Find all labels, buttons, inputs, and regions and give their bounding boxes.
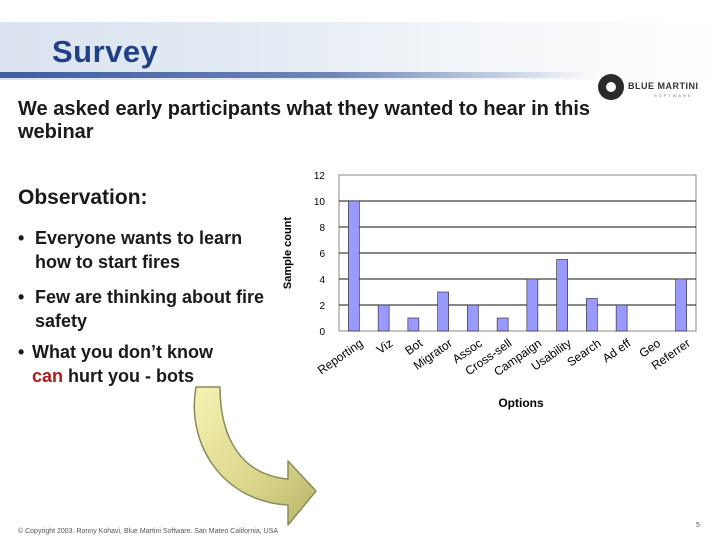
x-axis-title: Options — [498, 396, 544, 410]
bars — [348, 200, 687, 332]
bar — [586, 298, 598, 332]
observation-bullet: • What you don’t know can hurt you - bots — [18, 340, 278, 388]
y-tick-label: 12 — [314, 171, 326, 182]
bullet-text: Few are thinking about fire safety — [35, 287, 265, 331]
y-tick-label: 6 — [319, 249, 325, 260]
bar — [615, 304, 628, 332]
observation-bullet: • Few are thinking about fire safety — [18, 285, 280, 333]
bar — [377, 304, 390, 332]
bar — [675, 278, 687, 332]
bar — [556, 259, 568, 332]
bar — [437, 291, 449, 332]
x-tick-label: Reporting — [315, 336, 366, 377]
y-tick-label: 0 — [319, 327, 325, 338]
bullet3-suffix: hurt you - bots — [68, 366, 195, 386]
bar — [526, 278, 539, 332]
page-number: 5 — [696, 522, 700, 529]
logo-mark-icon — [598, 74, 624, 100]
slide-subtitle: We asked early participants what they wa… — [18, 98, 591, 143]
x-tick-label: Search — [564, 336, 603, 369]
curved-arrow-icon — [193, 386, 317, 526]
y-tick-label: 4 — [319, 275, 325, 286]
bullet-dot-icon: • — [18, 342, 25, 362]
blue-martini-logo: BLUE MARTINI SOFTWARE — [598, 74, 710, 102]
observation-heading: Observation: — [18, 186, 148, 209]
bar — [407, 317, 420, 332]
slide-title: Survey — [52, 34, 159, 69]
logo-name: BLUE MARTINI — [628, 81, 699, 91]
y-axis-title: Sample count — [282, 217, 294, 289]
bullet3-prefix: What you don’t know — [32, 342, 213, 362]
grid-lines — [339, 200, 696, 306]
logo-tagline: SOFTWARE — [654, 93, 693, 98]
y-tick-label: 10 — [314, 197, 326, 208]
x-tick-label: Viz — [374, 336, 396, 357]
title-band — [0, 22, 720, 80]
copyright-footer: © Copyright 2003. Ronny Kohavi, Blue Mar… — [18, 528, 279, 535]
bullet-text: Everyone wants to learn how to start fir… — [35, 228, 243, 272]
bullet-dot-icon: • — [18, 228, 25, 248]
bar — [496, 317, 509, 332]
title-rule — [0, 72, 600, 78]
x-tick-label: Ad eff — [600, 336, 634, 366]
bar — [348, 200, 360, 332]
y-tick-label: 8 — [319, 223, 325, 234]
bullet3-highlight: can — [32, 366, 64, 386]
x-tick-labels: Reporting Viz BotMigratorAssocCross-sellCa… — [315, 336, 693, 379]
y-tick-label: 2 — [319, 301, 325, 312]
bullet-text: What you don’t know can hurt you - bots — [18, 340, 277, 388]
bullet-dot-icon: • — [18, 287, 25, 307]
observation-bullet: • Everyone wants to learn how to start f… — [18, 226, 280, 274]
y-tick-labels: 0 2 4 6 8 10 12 — [314, 171, 326, 338]
bar — [467, 304, 479, 332]
